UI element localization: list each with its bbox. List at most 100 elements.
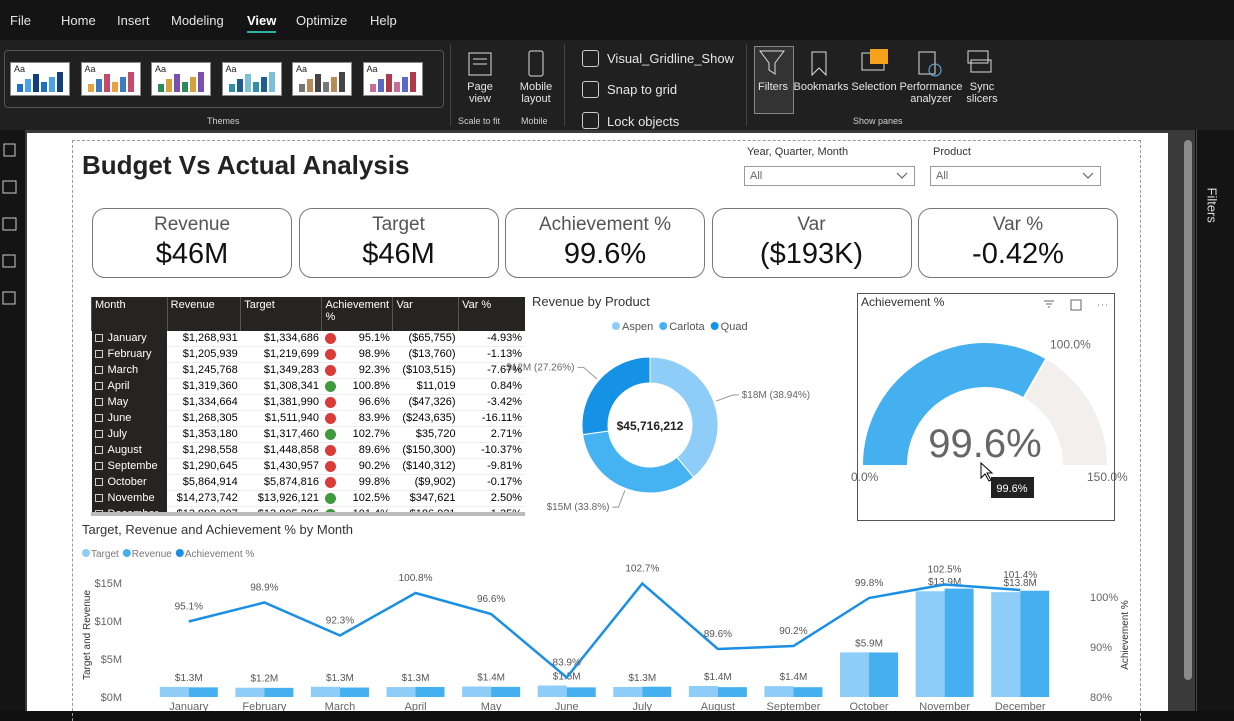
cell-text: $1,298,558 (182, 444, 238, 456)
matrix-row: May $1,334,664 $1,381,990 96.6% ($47,326) -3.… (91, 394, 525, 411)
matrix-cell: ($47,326) (392, 394, 459, 411)
ribbon-button[interactable]: Mobile layout (519, 81, 553, 105)
cell-text: $5,874,816 (263, 476, 319, 488)
pane-button[interactable]: Selection (851, 81, 897, 93)
data-label: $13.9M (928, 577, 961, 588)
visual-frame (72, 140, 1141, 721)
matrix-cell: 0.84% (458, 378, 525, 395)
bar (764, 686, 794, 697)
theme-thumbnail[interactable]: Aa (221, 62, 282, 96)
expand-icon (94, 366, 103, 375)
pane-button[interactable]: Bookmarks (793, 81, 849, 93)
matrix-row: February $1,205,939 $1,219,699 98.9% ($13,76… (91, 346, 525, 363)
theme-sample-text: Aa (225, 64, 237, 74)
leader-line (715, 394, 739, 402)
column-header: Achievement % (321, 297, 393, 331)
bar (915, 591, 945, 697)
matrix-cell: 90.2% (321, 458, 393, 475)
matrix-cell: ($13,760) (392, 346, 459, 363)
checkbox[interactable] (582, 112, 599, 129)
pane-button[interactable]: Filters (758, 81, 788, 93)
theme-swatch (190, 77, 196, 92)
cell-text: $1,349,283 (263, 364, 319, 376)
theme-thumbnail[interactable]: Aa (362, 62, 423, 96)
cell-text: 96.6% (358, 396, 390, 408)
theme-swatch (323, 82, 329, 92)
slicer-dropdown[interactable]: All (930, 166, 1101, 186)
data-label: $15M (33.8%) (547, 502, 610, 513)
cell-text: -3.42% (487, 396, 522, 408)
theme-swatch (17, 84, 23, 92)
cell-text: July (107, 428, 128, 440)
matrix-cell: $5,864,914 (167, 474, 241, 491)
theme-swatch (49, 77, 55, 92)
cell-text: ($243,635) (402, 412, 456, 424)
cell-text: 102.5% (352, 492, 390, 504)
kpi-card: Achievement % 99.6% (505, 208, 705, 278)
pane-button[interactable]: Sync slicers (966, 81, 998, 105)
kpi-value: 99.6% (563, 238, 647, 270)
data-label: $1.4M (704, 672, 732, 683)
matrix-cell: January (91, 331, 168, 347)
bar (339, 687, 369, 697)
theme-thumbnail[interactable]: Aa (80, 62, 141, 96)
checkbox[interactable] (582, 81, 599, 98)
matrix-cell: -16.11% (458, 410, 525, 427)
checkbox[interactable] (582, 50, 599, 67)
cell-text: $35,720 (415, 428, 456, 440)
cell-text: $1,319,360 (182, 380, 238, 392)
status-down-icon (324, 397, 336, 408)
cell-text: $13,992,207 (176, 508, 238, 516)
matrix-visual: Month Revenue Target Achievement % Var Var % J… (91, 297, 525, 516)
cell-text: $1,268,931 (182, 332, 238, 344)
matrix-cell: 102.7% (321, 426, 393, 443)
data-label: 100.8% (399, 573, 433, 584)
matrix-cell: Novembe (91, 490, 168, 507)
theme-thumbnail[interactable]: Aa (10, 62, 70, 96)
menu-item[interactable]: View (247, 13, 277, 33)
bar (869, 652, 899, 697)
kpi-card: Var ($193K) (711, 208, 912, 278)
checkbox-label: Lock objects (607, 114, 680, 129)
legend-label: Carlota (669, 321, 705, 333)
theme-thumbnail[interactable]: Aa (151, 62, 211, 96)
matrix-cell: 100.8% (321, 378, 393, 395)
ribbon-button[interactable]: Page view (467, 81, 493, 105)
matrix-cell: $1,349,283 (240, 362, 322, 379)
matrix-cell: $1,353,180 (167, 426, 241, 443)
page-view-icon[interactable] (466, 50, 494, 78)
theme-swatch (299, 84, 305, 92)
bar (386, 687, 416, 697)
y2-tick-label: 80% (1090, 692, 1112, 704)
column-header: Target (240, 297, 322, 331)
kpi-value: ($193K) (759, 238, 864, 270)
scrollbar[interactable] (1184, 140, 1192, 680)
status-down-icon (324, 461, 336, 472)
menu-item[interactable]: Home (61, 13, 96, 28)
menu-item[interactable]: Optimize (296, 13, 348, 28)
matrix-cell: -3.42% (458, 394, 525, 411)
data-label: 102.7% (625, 564, 659, 575)
data-label: 98.9% (250, 583, 278, 594)
menu-item[interactable]: Help (370, 13, 397, 28)
dropdown-chevrons (896, 172, 1094, 179)
theme-swatch (409, 72, 416, 92)
status-down-icon (324, 349, 336, 360)
cell-text: $14,273,742 (176, 492, 238, 504)
menu-item[interactable]: File (10, 13, 31, 28)
menu-item[interactable]: Modeling (171, 13, 224, 28)
slicer-dropdown[interactable]: All (744, 166, 915, 186)
matrix-cell: 2.71% (458, 426, 525, 443)
theme-swatch (166, 79, 172, 92)
status-up-icon (324, 509, 336, 512)
legend-marker (710, 322, 719, 330)
matrix-cell: $5,874,816 (240, 474, 322, 491)
separator (564, 44, 565, 126)
theme-thumbnail[interactable]: Aa (292, 62, 352, 96)
theme-swatch (119, 77, 126, 92)
menu-item[interactable]: Insert (117, 13, 150, 28)
pane-button[interactable]: Performance analyzer (899, 81, 963, 105)
mobile-icon[interactable] (526, 50, 546, 78)
